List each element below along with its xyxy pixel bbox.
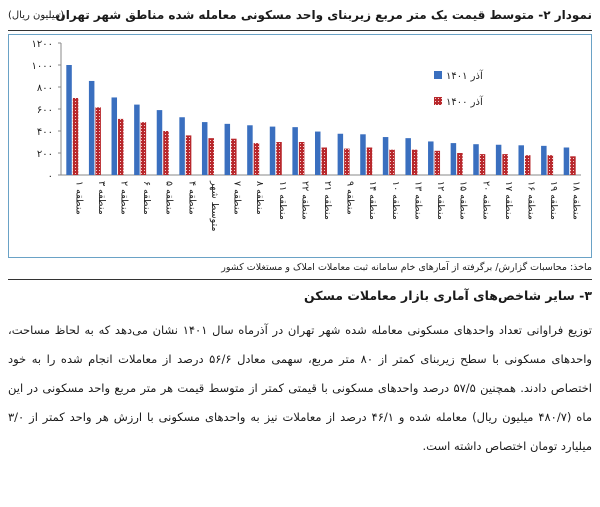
x-category-label: منطقه ۲۰ (480, 181, 491, 220)
bar-4-1401 (134, 104, 140, 175)
bar-1-1400 (72, 98, 79, 175)
bar-chart: ۰ ۲۰۰ ۴۰۰ ۶۰۰ ۸۰۰ ۱۰۰۰ ۱۲۰۰ منطقه ۱ منطقه ۳ منطقه… (32, 39, 582, 231)
bar-15-1400 (389, 149, 395, 175)
x-category-label: منطقه ۳ (96, 181, 107, 215)
bar-11-1401 (292, 127, 298, 175)
bar-12-1401 (315, 131, 321, 175)
bar-2-1401 (88, 80, 95, 175)
bar-18-1400 (457, 153, 463, 175)
bar-21-1400 (524, 155, 531, 175)
bar-13-1400 (344, 148, 350, 175)
bar-14-1400 (366, 147, 373, 175)
x-category-label: منطقه ۱۵ (458, 181, 469, 220)
bar-16-1401 (405, 138, 411, 175)
x-category-label: متوسط شهر (209, 180, 220, 231)
unit-label: (میلیون ریال) (8, 10, 65, 21)
bar-12-1400 (321, 147, 327, 175)
bar-8-1401 (224, 123, 231, 175)
x-category-label: منطقه ۱۶ (525, 181, 536, 220)
bar-7-1401 (201, 122, 208, 175)
bar-14-1401 (360, 134, 366, 175)
bar-13-1401 (337, 133, 344, 175)
x-category-label: منطقه ۶ (141, 181, 152, 215)
bar-16-1400 (411, 149, 418, 175)
x-category-label: منطقه ۱۰ (390, 181, 401, 220)
chart-frame: ۰ ۲۰۰ ۴۰۰ ۶۰۰ ۸۰۰ ۱۰۰۰ ۱۲۰۰ منطقه ۱ منطقه ۳ منطقه… (8, 34, 592, 258)
x-category-label: منطقه ۱ (73, 181, 84, 215)
legend-label: آذر ۱۴۰۱ (446, 69, 484, 82)
x-category-label: منطقه ۲ (119, 181, 130, 215)
bar-17-1400 (434, 150, 441, 175)
x-category-label: منطقه ۱۲ (435, 181, 446, 220)
bar-10-1400 (276, 142, 282, 175)
bar-11-1400 (298, 142, 305, 175)
legend-swatch (434, 97, 442, 105)
y-tick-label: ۱۰۰۰ (32, 61, 53, 72)
bar-18-1401 (450, 143, 457, 175)
x-category-label: منطقه ۱۴ (367, 181, 378, 220)
x-category-label: منطقه ۱۳ (412, 181, 423, 220)
bar-17-1401 (428, 141, 434, 175)
bar-5-1400 (163, 131, 169, 175)
x-category-label: منطقه ۱۱ (277, 181, 288, 220)
x-category-label: منطقه ۵ (164, 181, 175, 215)
legend-label: آذر ۱۴۰۰ (446, 95, 484, 108)
x-category-label: منطقه ۴ (186, 181, 197, 215)
x-category-label: منطقه ۲۲ (299, 181, 310, 220)
chart-caption: نمودار ۲- متوسط قیمت یک متر مربع زیربنای… (8, 8, 592, 28)
bar-23-1401 (563, 147, 570, 175)
y-tick-label: ۱۲۰۰ (32, 39, 53, 50)
bar-2-1400 (95, 107, 101, 175)
bar-8-1400 (231, 138, 237, 175)
bar-22-1400 (547, 155, 554, 175)
source-rule (8, 279, 592, 280)
bar-4-1400 (140, 122, 147, 175)
bar-15-1401 (382, 137, 389, 175)
bar-19-1401 (473, 144, 479, 175)
x-category-label: منطقه ۱۷ (503, 181, 514, 220)
title-rule (8, 30, 592, 31)
chart-title: نمودار ۲- متوسط قیمت یک متر مربع زیربنای… (55, 8, 593, 22)
bar-6-1401 (179, 117, 185, 175)
bar-19-1400 (479, 154, 486, 175)
bar-3-1401 (111, 97, 118, 175)
bar-10-1401 (269, 126, 276, 175)
x-category-label: منطقه ۹ (345, 181, 356, 215)
x-category-label: منطقه ۷ (232, 181, 243, 215)
bar-20-1401 (495, 144, 502, 175)
bar-22-1401 (541, 145, 547, 175)
bar-23-1400 (570, 156, 576, 175)
x-category-label: منطقه ۱۹ (548, 181, 559, 220)
bar-1-1401 (66, 65, 72, 175)
bar-7-1400 (208, 138, 214, 175)
y-tick-label: ۲۰۰ (37, 149, 53, 160)
section-heading: ۳- سایر شاخص‌های آماری بازار معاملات مسک… (304, 288, 592, 303)
legend-swatch (434, 71, 442, 79)
y-tick-label: ۸۰۰ (37, 83, 53, 94)
bar-5-1401 (156, 110, 163, 175)
y-tick-label: ۴۰۰ (37, 127, 53, 138)
y-tick-label: ۰ (48, 171, 53, 182)
bar-9-1401 (247, 125, 253, 175)
x-category-label: منطقه ۲۱ (322, 181, 333, 220)
bar-6-1400 (185, 135, 192, 175)
bar-21-1401 (518, 145, 524, 175)
source-note: ماخذ: محاسبات گزارش/ برگرفته از آمارهای … (221, 262, 592, 273)
bar-20-1400 (502, 154, 508, 175)
x-category-label: منطقه ۱۸ (571, 181, 582, 220)
y-tick-label: ۶۰۰ (37, 105, 53, 116)
bar-3-1400 (118, 118, 124, 175)
body-paragraph: توزیع فراوانی تعداد واحدهای مسکونی معامل… (8, 323, 592, 453)
x-category-label: منطقه ۸ (254, 181, 265, 215)
bar-9-1400 (253, 143, 260, 175)
